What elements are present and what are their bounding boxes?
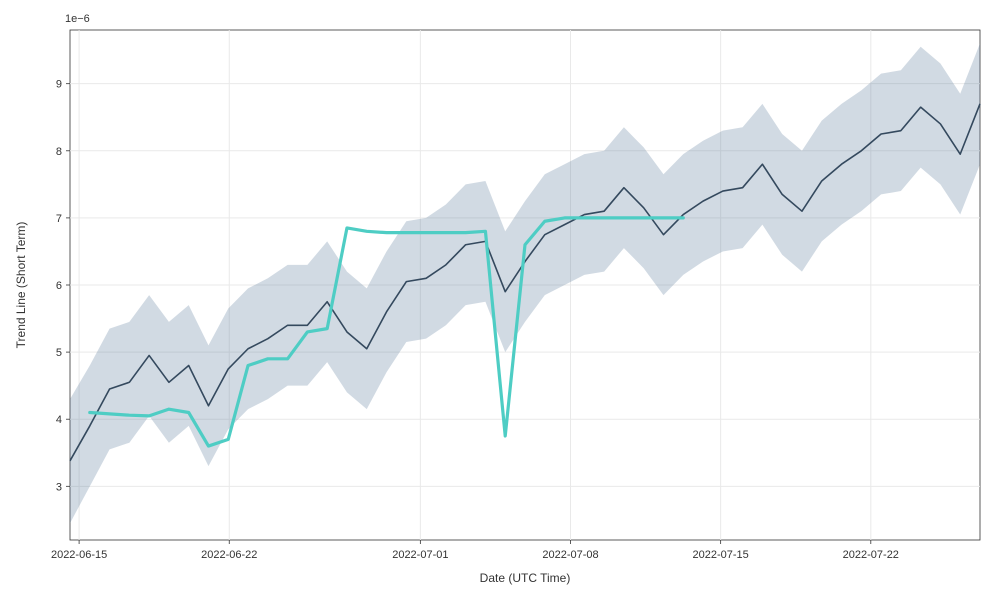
x-tick-label: 2022-06-15 [51, 549, 107, 561]
y-tick-label: 4 [56, 414, 62, 426]
y-tick-label: 8 [56, 146, 62, 158]
y-tick-label: 5 [56, 347, 62, 359]
y-axis-label: Trend Line (Short Term) [14, 222, 28, 349]
x-tick-label: 2022-06-22 [201, 549, 257, 561]
y-tick-label: 6 [56, 280, 62, 292]
trend-chart: 3 4 5 6 7 8 9 2022-06-15 2022-06-22 2022-07-01 202… [0, 0, 1000, 600]
x-tick-label: 2022-07-08 [542, 549, 598, 561]
y-tick-label: 3 [56, 481, 62, 493]
x-axis-label: Date (UTC Time) [480, 571, 571, 585]
x-tick-label: 2022-07-01 [392, 549, 448, 561]
chart-container: 3 4 5 6 7 8 9 2022-06-15 2022-06-22 2022-07-01 202… [0, 0, 1000, 600]
y-tick-label: 9 [56, 79, 62, 91]
x-tick-label: 2022-07-15 [693, 549, 749, 561]
x-tick-label: 2022-07-22 [843, 549, 899, 561]
confidence-band [70, 43, 980, 523]
y-tick-label: 7 [56, 213, 62, 225]
y-exponent-label: 1e−6 [65, 13, 90, 25]
